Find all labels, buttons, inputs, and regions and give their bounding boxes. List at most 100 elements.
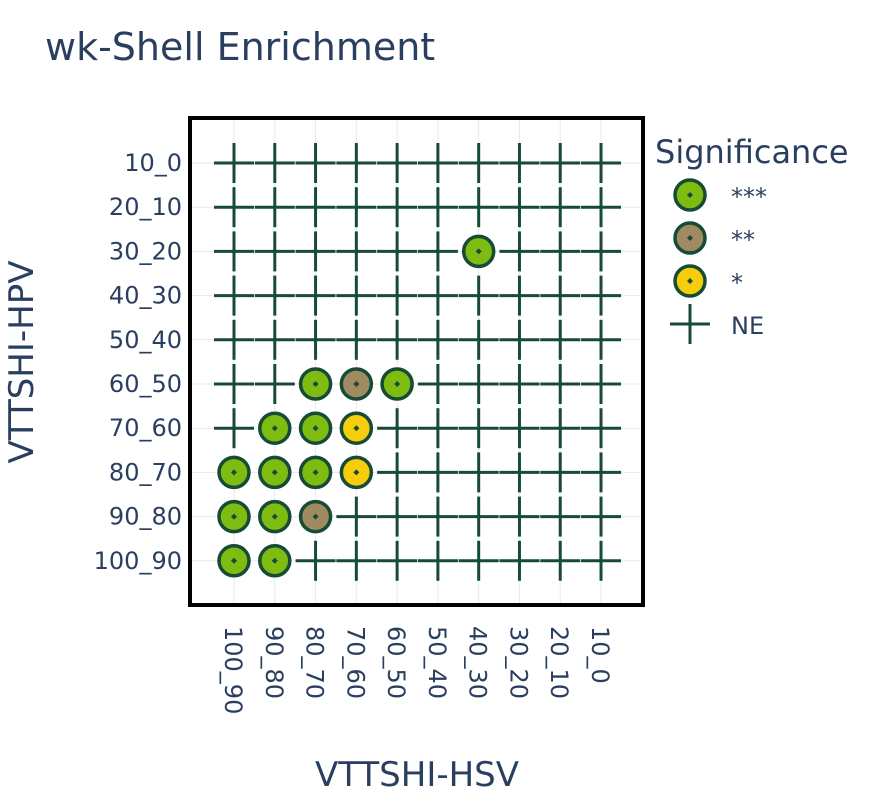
plot-border	[188, 116, 645, 607]
ne-mark	[295, 319, 336, 360]
significance-point	[339, 411, 374, 445]
ne-mark	[377, 319, 418, 360]
point-diamond	[271, 425, 278, 432]
ne-mark	[377, 275, 418, 316]
legend-label: **	[731, 226, 755, 254]
ne-mark	[377, 452, 418, 493]
ne-mark	[254, 319, 295, 360]
y-tick-label: 90_80	[109, 503, 182, 531]
ne-mark	[295, 275, 336, 316]
ne-mark	[540, 275, 581, 316]
significance-point	[298, 411, 333, 445]
plot-area	[188, 116, 645, 607]
ne-mark	[540, 187, 581, 228]
ne-mark	[581, 187, 622, 228]
x-tick-label: 20_10	[545, 626, 573, 699]
ne-mark	[336, 143, 377, 183]
ne-mark	[336, 496, 377, 537]
ne-mark	[540, 231, 581, 272]
ne-mark	[254, 143, 295, 183]
ne-mark	[499, 364, 540, 404]
ne-mark	[499, 275, 540, 316]
ne-mark	[417, 452, 458, 493]
ne-mark	[417, 275, 458, 316]
significance-point	[258, 499, 292, 534]
ne-mark	[336, 540, 377, 581]
plot-background	[190, 118, 643, 605]
legend-label: NE	[731, 312, 764, 340]
ne-mark	[295, 187, 336, 228]
point-diamond	[231, 469, 237, 476]
y-tick-label: 50_40	[109, 326, 182, 354]
ne-mark	[581, 408, 622, 449]
legend-item: NE	[670, 304, 764, 344]
y-tick-label: 10_0	[124, 149, 182, 177]
ne-mark	[295, 540, 336, 581]
chart-title: wk-Shell Enrichment	[45, 25, 435, 69]
ne-mark	[499, 496, 540, 537]
ne-mark	[458, 540, 499, 581]
x-tick-label: 90_80	[260, 626, 288, 699]
x-tick-label: 80_70	[301, 626, 329, 699]
ne-mark	[540, 319, 581, 360]
legend-item: ***	[673, 178, 767, 212]
ne-mark	[458, 452, 499, 493]
significance-point	[258, 411, 292, 445]
ne-mark	[581, 319, 622, 360]
significance-point	[258, 455, 292, 490]
ne-mark	[458, 319, 499, 360]
ne-mark	[581, 143, 622, 183]
legend: Significance ******NE	[655, 133, 849, 344]
ne-mark	[336, 275, 377, 316]
legend-marker-diamond	[687, 192, 693, 198]
legend-item: *	[673, 264, 743, 298]
ne-mark	[417, 231, 458, 272]
x-tick-label: 10_0	[586, 626, 614, 684]
ne-mark	[417, 364, 458, 404]
y-axis-title: VTTSHI-HPV	[2, 261, 42, 464]
ne-mark	[254, 364, 295, 404]
ne-mark	[458, 143, 499, 183]
significance-point	[217, 544, 251, 578]
ne-mark	[377, 143, 418, 183]
y-tick-label: 80_70	[109, 458, 182, 486]
point-diamond	[271, 469, 278, 476]
legend-marker-diamond	[687, 235, 693, 241]
legend-title: Significance	[655, 133, 849, 171]
legend-marker-diamond	[687, 278, 693, 284]
ne-mark	[417, 187, 458, 228]
x-tick-label: 60_50	[382, 626, 410, 699]
legend-item: **	[673, 221, 755, 255]
significance-point	[217, 455, 251, 490]
ne-mark	[417, 496, 458, 537]
x-tick-label: 40_30	[464, 626, 492, 699]
ne-mark	[499, 408, 540, 449]
point-diamond	[475, 248, 482, 255]
x-axis-ticks: 100_90 90_80 80_70 70_60 60_50 50_40 40_30 30_2…	[219, 626, 614, 714]
y-tick-label: 60_50	[109, 370, 182, 398]
significance-points	[217, 234, 496, 578]
point-diamond	[353, 469, 360, 476]
ne-mark	[417, 143, 458, 183]
ne-mark	[458, 496, 499, 537]
ne-mark	[540, 496, 581, 537]
legend-label: *	[731, 269, 743, 297]
ne-mark	[499, 540, 540, 581]
ne-mark	[417, 319, 458, 360]
ne-mark	[214, 319, 254, 360]
ne-mark	[581, 452, 622, 493]
significance-point	[217, 499, 251, 534]
ne-mark	[540, 364, 581, 404]
ne-mark	[499, 231, 540, 272]
y-tick-label: 20_10	[109, 193, 182, 221]
significance-point	[298, 455, 333, 490]
ne-marks	[214, 143, 622, 581]
ne-mark	[581, 496, 622, 537]
ne-mark	[581, 275, 622, 316]
x-tick-label: 70_60	[341, 626, 369, 699]
point-diamond	[353, 425, 360, 432]
ne-mark	[295, 143, 336, 183]
significance-point	[380, 367, 414, 401]
point-diamond	[312, 381, 319, 387]
